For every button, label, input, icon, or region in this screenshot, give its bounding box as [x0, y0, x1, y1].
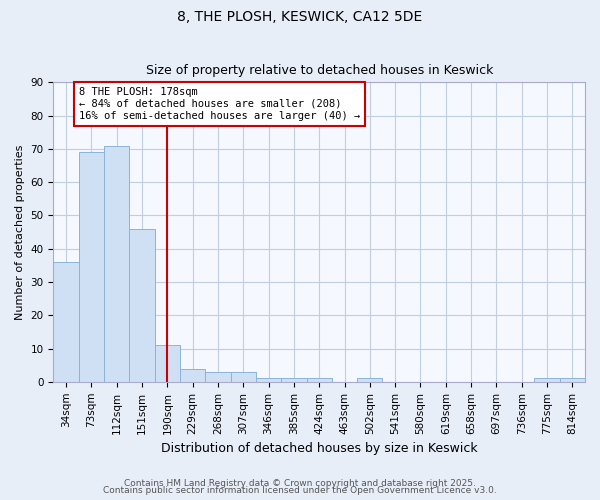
Bar	[155, 345, 180, 382]
Bar	[104, 146, 130, 382]
Text: Contains HM Land Registry data © Crown copyright and database right 2025.: Contains HM Land Registry data © Crown c…	[124, 478, 476, 488]
Bar	[307, 378, 332, 382]
Bar	[560, 378, 585, 382]
Bar	[230, 372, 256, 382]
Text: Contains public sector information licensed under the Open Government Licence v3: Contains public sector information licen…	[103, 486, 497, 495]
Bar	[535, 378, 560, 382]
Text: 8 THE PLOSH: 178sqm
← 84% of detached houses are smaller (208)
16% of semi-detac: 8 THE PLOSH: 178sqm ← 84% of detached ho…	[79, 88, 360, 120]
Text: 8, THE PLOSH, KESWICK, CA12 5DE: 8, THE PLOSH, KESWICK, CA12 5DE	[178, 10, 422, 24]
Bar	[256, 378, 281, 382]
X-axis label: Distribution of detached houses by size in Keswick: Distribution of detached houses by size …	[161, 442, 478, 455]
Bar	[357, 378, 382, 382]
Bar	[180, 368, 205, 382]
Title: Size of property relative to detached houses in Keswick: Size of property relative to detached ho…	[146, 64, 493, 77]
Bar	[130, 228, 155, 382]
Bar	[205, 372, 230, 382]
Bar	[79, 152, 104, 382]
Bar	[53, 262, 79, 382]
Bar	[281, 378, 307, 382]
Y-axis label: Number of detached properties: Number of detached properties	[15, 144, 25, 320]
